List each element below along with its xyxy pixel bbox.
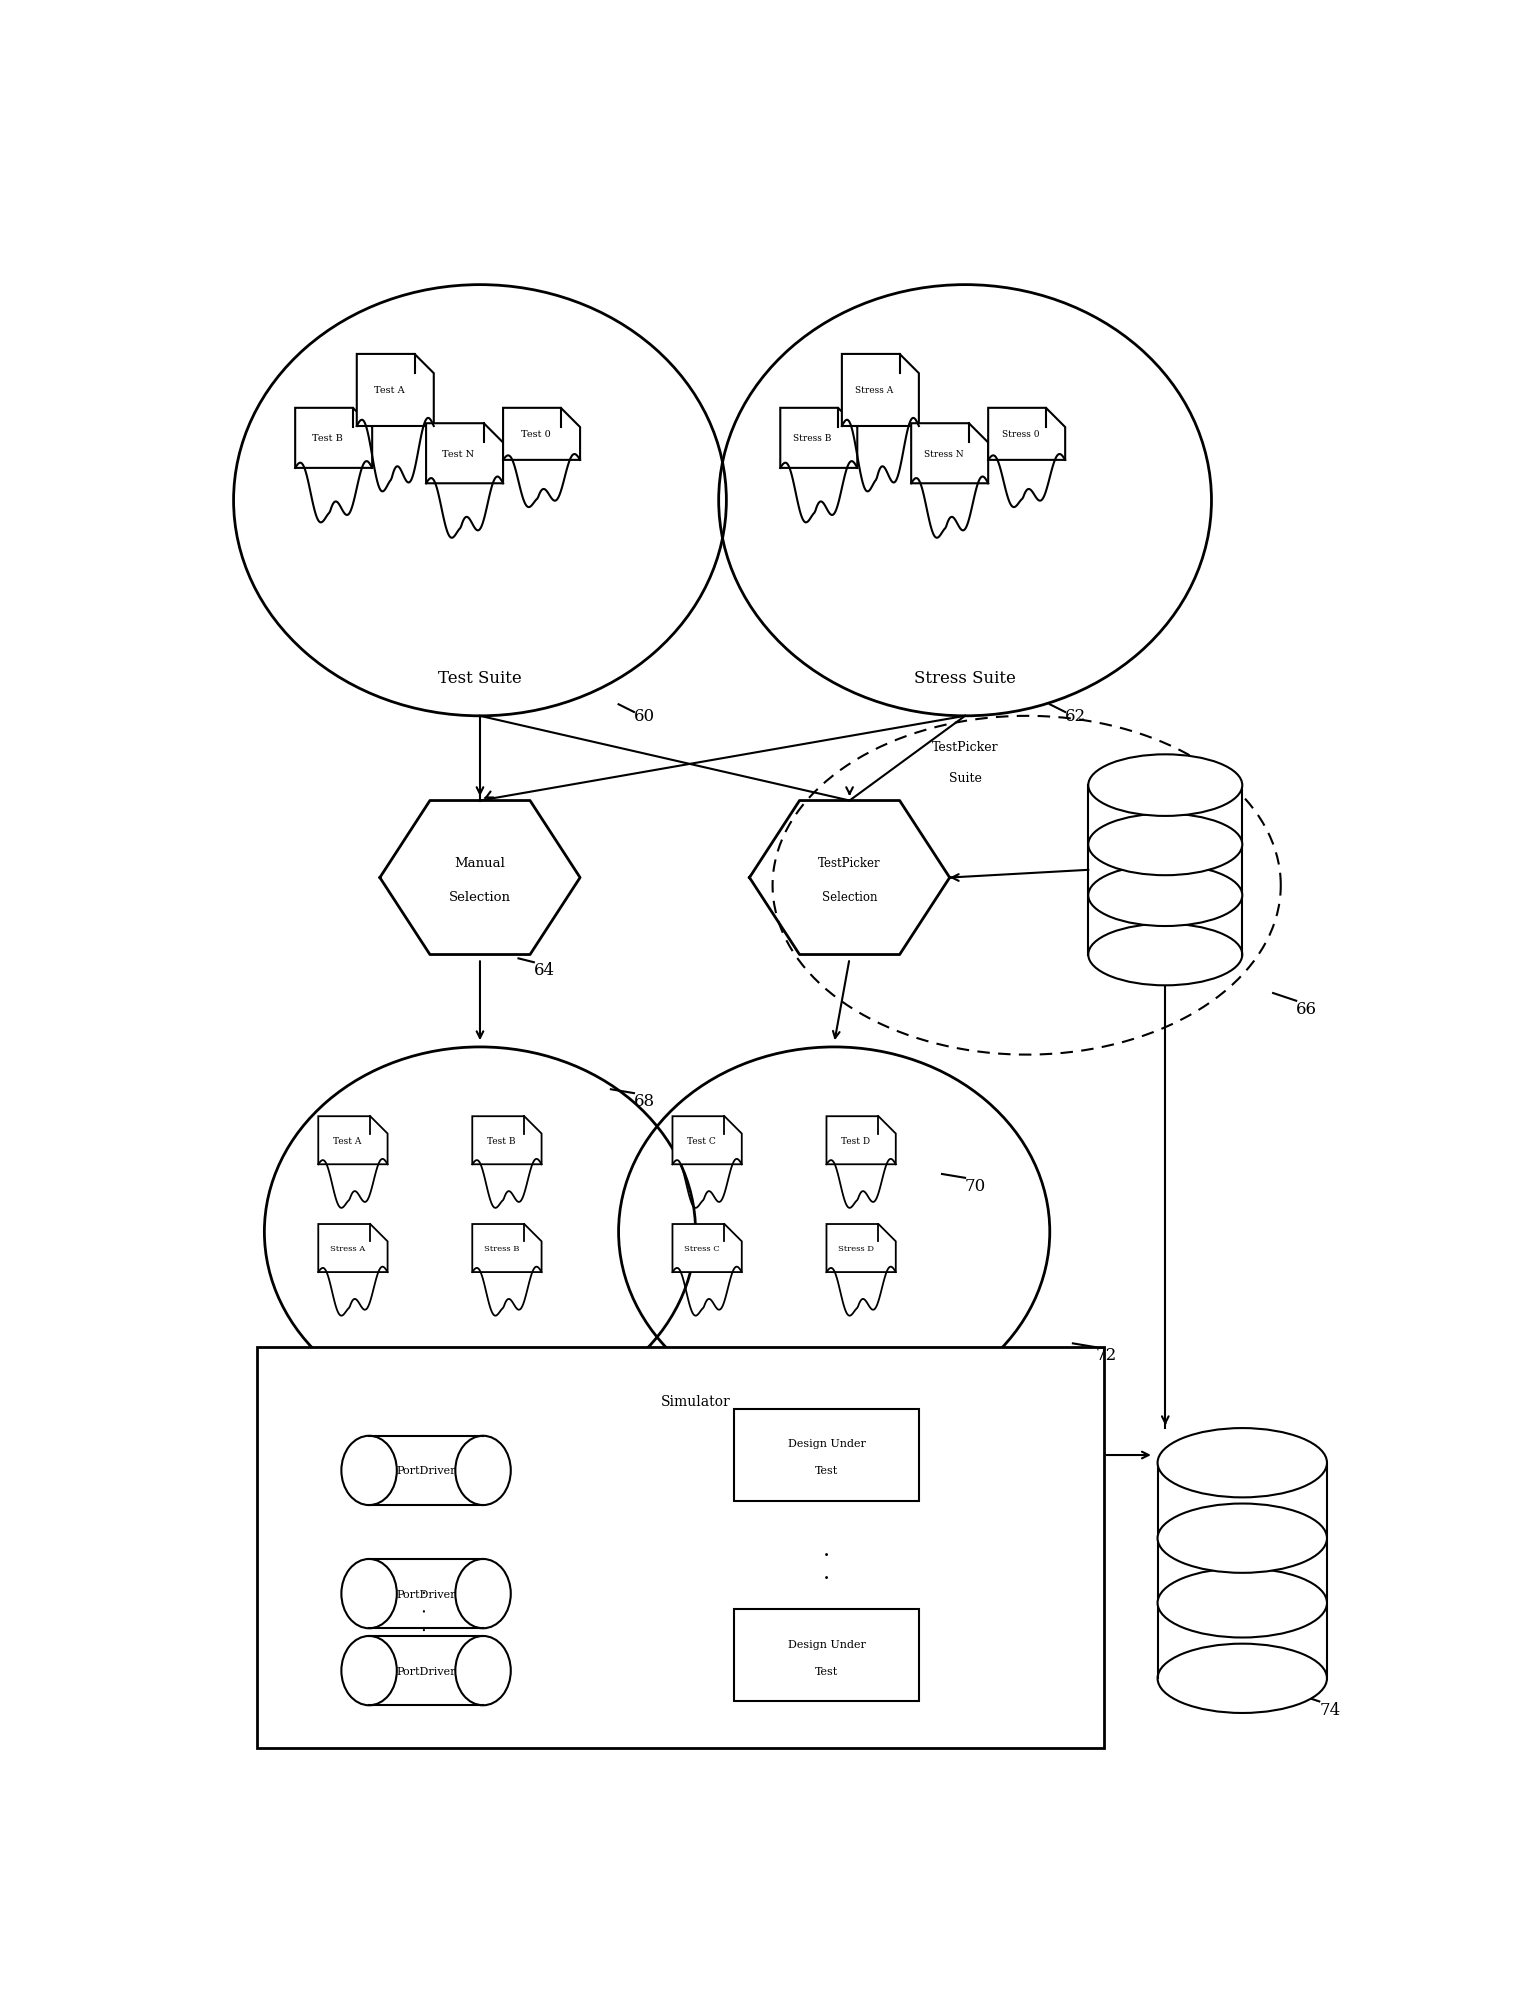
Ellipse shape: [1158, 1567, 1327, 1638]
Polygon shape: [473, 1224, 542, 1272]
Text: Simulation Run: Simulation Run: [782, 1379, 886, 1393]
Text: ·: ·: [823, 1567, 831, 1590]
Text: Simulation Run: Simulation Run: [428, 1379, 532, 1393]
Text: 64: 64: [534, 961, 555, 979]
Ellipse shape: [1088, 925, 1242, 985]
Polygon shape: [826, 1116, 895, 1164]
Text: 60: 60: [633, 708, 655, 725]
Polygon shape: [425, 423, 503, 484]
Text: TestPicker: TestPicker: [932, 741, 999, 755]
Text: PortDriver: PortDriver: [396, 1590, 456, 1600]
Polygon shape: [318, 1116, 387, 1164]
Text: Test A: Test A: [373, 385, 404, 395]
Polygon shape: [780, 409, 857, 470]
Bar: [734, 1409, 920, 1501]
Ellipse shape: [341, 1437, 396, 1505]
Ellipse shape: [456, 1636, 511, 1706]
Ellipse shape: [1158, 1429, 1327, 1497]
Text: Test C: Test C: [687, 1136, 716, 1146]
Text: HBG: HBG: [1151, 855, 1181, 869]
Text: ·: ·: [823, 1543, 831, 1565]
Text: Test N: Test N: [442, 450, 474, 458]
Ellipse shape: [1158, 1503, 1327, 1573]
Polygon shape: [673, 1224, 742, 1272]
Text: Database: Database: [1135, 889, 1195, 903]
Polygon shape: [356, 355, 435, 427]
Polygon shape: [473, 1116, 542, 1164]
Text: Test A: Test A: [334, 1136, 361, 1146]
Ellipse shape: [1088, 815, 1242, 875]
Bar: [257, 1347, 1103, 1748]
Ellipse shape: [341, 1636, 396, 1706]
Ellipse shape: [1158, 1644, 1327, 1714]
Text: Design Under: Design Under: [788, 1640, 866, 1650]
Text: 70: 70: [965, 1178, 987, 1194]
Polygon shape: [826, 1224, 895, 1272]
Text: Test B: Test B: [487, 1136, 516, 1146]
Text: Stress A: Stress A: [855, 385, 894, 395]
Text: PortDriver: PortDriver: [396, 1666, 456, 1676]
Text: 66: 66: [1296, 999, 1317, 1018]
Ellipse shape: [1088, 755, 1242, 817]
Text: Test: Test: [815, 1465, 838, 1475]
Text: Results Log: Results Log: [1207, 1582, 1278, 1594]
Ellipse shape: [456, 1559, 511, 1628]
Text: Stress B: Stress B: [794, 434, 832, 444]
Text: Stress D: Stress D: [837, 1244, 874, 1252]
Text: Suite: Suite: [949, 771, 982, 785]
Text: 62: 62: [1065, 708, 1086, 725]
Polygon shape: [295, 409, 372, 470]
Text: Selection: Selection: [448, 891, 511, 903]
Text: TestPicker: TestPicker: [819, 857, 881, 869]
Text: Stress N: Stress N: [924, 450, 964, 458]
Ellipse shape: [456, 1437, 511, 1505]
Text: Selection: Selection: [822, 891, 877, 903]
Polygon shape: [842, 355, 920, 427]
Text: Simulation: Simulation: [1210, 1531, 1274, 1545]
Text: Stress 0: Stress 0: [1002, 429, 1039, 440]
Text: 74: 74: [1319, 1700, 1340, 1718]
Polygon shape: [988, 409, 1065, 462]
Text: Stress B: Stress B: [483, 1244, 519, 1252]
Bar: [734, 1610, 920, 1702]
Text: ·  ·  ·: · · ·: [418, 1588, 435, 1632]
Text: Design Under: Design Under: [788, 1439, 866, 1449]
Polygon shape: [673, 1116, 742, 1164]
Text: Manual: Manual: [454, 857, 505, 869]
Polygon shape: [318, 1224, 387, 1272]
Ellipse shape: [1088, 865, 1242, 927]
Text: Stress Suite: Stress Suite: [913, 670, 1016, 686]
Text: Test 0: Test 0: [520, 429, 551, 440]
Text: Test D: Test D: [842, 1136, 871, 1146]
Text: Simulator: Simulator: [661, 1395, 730, 1409]
Ellipse shape: [341, 1559, 396, 1628]
Text: Stress C: Stress C: [684, 1244, 719, 1252]
Text: Test B: Test B: [312, 434, 343, 444]
Text: Test: Test: [815, 1666, 838, 1676]
Text: 72: 72: [1095, 1347, 1117, 1363]
Text: Stress A: Stress A: [330, 1244, 366, 1252]
Polygon shape: [503, 409, 580, 462]
Text: PortDriver: PortDriver: [396, 1465, 456, 1475]
Text: Test Suite: Test Suite: [438, 670, 522, 686]
Polygon shape: [912, 423, 988, 484]
Text: 68: 68: [633, 1092, 655, 1110]
